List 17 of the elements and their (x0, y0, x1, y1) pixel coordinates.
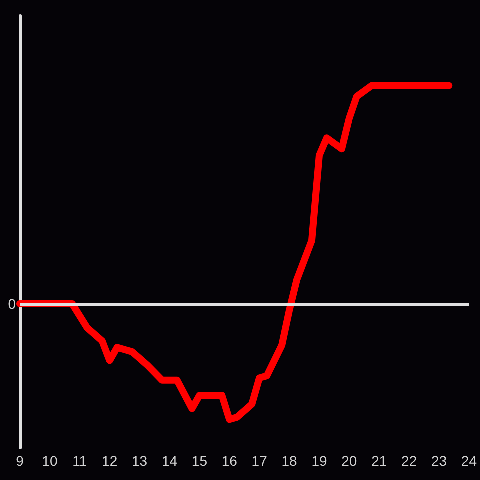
x-tick-label: 24 (461, 453, 478, 469)
x-tick-label: 20 (342, 453, 358, 469)
x-tick-label: 17 (252, 453, 268, 469)
x-tick-label: 23 (431, 453, 448, 469)
x-tick-label: 19 (312, 453, 328, 469)
ref-line-label: 0 (8, 296, 16, 312)
x-tick-label: 11 (72, 453, 88, 469)
x-tick-label: 13 (132, 453, 148, 469)
x-tick-label: 16 (222, 453, 238, 469)
x-tick-label: 15 (192, 453, 208, 469)
x-tick-label: 22 (402, 453, 418, 469)
x-tick-label: 12 (102, 453, 118, 469)
x-tick-label: 21 (372, 453, 388, 469)
x-tick-label: 10 (42, 453, 58, 469)
x-tick-label: 9 (16, 453, 24, 469)
x-tick-label: 18 (282, 453, 298, 469)
x-tick-label: 14 (162, 453, 178, 469)
